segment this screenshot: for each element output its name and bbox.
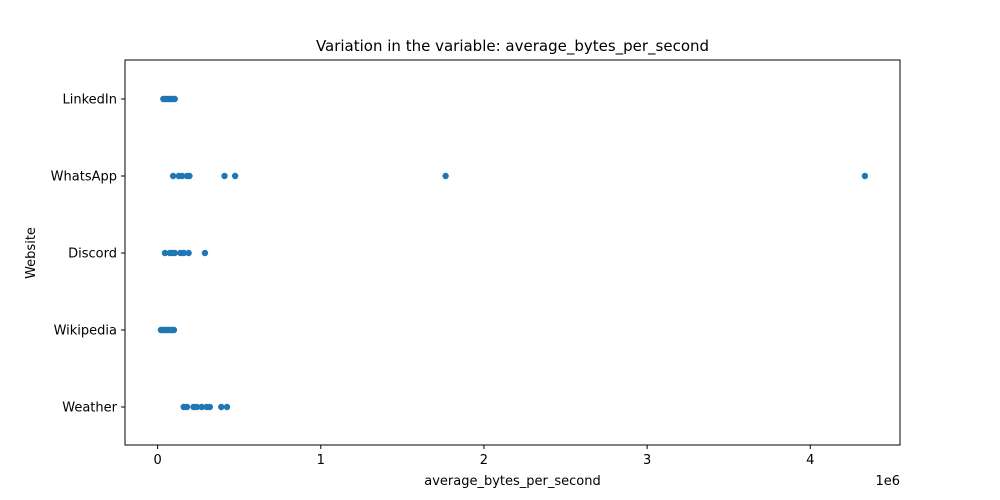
data-point <box>169 172 177 180</box>
data-point <box>201 249 209 257</box>
data-point <box>221 172 228 180</box>
data-point <box>161 249 169 257</box>
y-tick-label: LinkedIn <box>63 93 117 108</box>
x-tick-label: 0 <box>153 453 161 468</box>
data-point <box>442 172 449 180</box>
y-axis-label: Website <box>24 227 39 279</box>
y-tick-label: Wikipedia <box>54 324 117 339</box>
data-point <box>180 249 187 257</box>
x-tick-label: 1 <box>317 453 325 468</box>
data-point <box>178 172 186 180</box>
x-tick-label: 4 <box>806 453 814 468</box>
x-axis-label: average_bytes_per_second <box>424 474 601 489</box>
x-tick-label: 2 <box>480 453 488 468</box>
y-tick-label: Discord <box>68 247 117 262</box>
data-point <box>171 249 178 257</box>
data-point <box>198 403 205 411</box>
data-point <box>170 326 178 334</box>
chart-title: Variation in the variable: average_bytes… <box>316 37 709 56</box>
data-point <box>218 403 225 411</box>
data-point <box>206 403 214 411</box>
data-point <box>193 403 200 411</box>
y-tick-label: Weather <box>62 401 117 416</box>
data-point <box>183 403 191 411</box>
plot-area: 0 1 2 3 4 LinkedIn WhatsApp Discord Wikipedia Wea… <box>51 59 901 468</box>
data-point <box>231 172 239 180</box>
plot-frame <box>124 59 901 446</box>
data-point <box>186 172 193 180</box>
x-axis-offset-label: 1e6 <box>875 474 900 489</box>
data-point <box>223 403 231 411</box>
data-point <box>171 95 178 103</box>
x-tick-label: 3 <box>643 453 651 468</box>
data-point <box>185 249 192 257</box>
data-point <box>861 172 869 180</box>
y-tick-label: WhatsApp <box>51 170 117 185</box>
